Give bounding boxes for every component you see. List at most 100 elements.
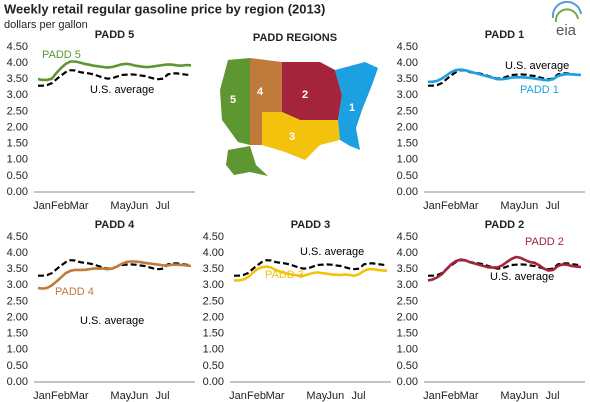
region-4 [250,58,282,145]
y-tick-label: 4.00 [7,57,28,69]
series-label: PADD 1 [520,84,559,96]
x-tick-label: Feb [441,200,460,212]
y-tick-label: 0.50 [7,170,28,182]
y-tick-label: 3.50 [7,73,28,85]
x-tick-label: Jun [520,390,538,402]
series-label: PADD 4 [55,286,94,298]
series-line [37,260,192,290]
y-tick-label: 4.50 [397,231,418,243]
x-tick-label: Jul [156,200,170,212]
y-tick-label: 3.50 [397,73,418,85]
x-tick-label: Jun [130,200,148,212]
y-tick-label: 2.50 [7,105,28,117]
x-tick-label: Feb [441,390,460,402]
x-tick-label: May [110,390,131,402]
chart-title: PADD 2 [485,219,525,231]
y-tick-label: 4.00 [397,247,418,259]
x-tick-label: Jul [352,390,366,402]
map-label: 2 [302,89,308,101]
x-tick-label: Jan [423,200,441,212]
y-tick-label: 3.00 [203,279,224,291]
logo: eia [551,0,582,39]
map-label: 1 [349,102,355,114]
y-tick-label: 3.50 [7,263,28,275]
y-tick-label: 3.50 [397,263,418,275]
figure-title: Weekly retail regular gasoline price by … [4,1,325,16]
y-tick-label: 4.50 [7,231,28,243]
y-tick-label: 0.50 [397,360,418,372]
chart-title: PADD 1 [485,29,525,41]
x-tick-label: Jun [520,200,538,212]
series-line [427,255,582,282]
map-label: 4 [257,86,264,98]
x-tick-label: Mar [70,200,89,212]
map-label: 3 [289,131,295,143]
series-label: U.S. average [300,246,364,258]
x-tick-label: Jan [33,390,51,402]
series-label: U.S. average [90,84,154,96]
series-label: U.S. average [80,315,144,327]
y-tick-label: 4.50 [397,41,418,53]
y-tick-label: 3.00 [397,89,418,101]
series-label: PADD 5 [42,49,81,61]
x-tick-label: Mar [460,200,479,212]
y-tick-label: 1.00 [397,344,418,356]
x-tick-label: May [500,200,521,212]
x-tick-label: Feb [51,200,70,212]
chart-title: PADD 4 [95,219,135,231]
y-tick-label: 0.00 [7,186,28,198]
x-tick-label: Feb [247,390,266,402]
figure-subtitle: dollars per gallon [4,19,88,31]
y-tick-label: 2.50 [397,295,418,307]
series-line [37,60,192,82]
region-3 [262,112,340,160]
y-tick-label: 1.50 [397,328,418,340]
y-tick-label: 2.50 [203,295,224,307]
y-tick-label: 2.50 [397,105,418,117]
x-tick-label: Jul [546,390,560,402]
chart-title: PADD 5 [95,29,135,41]
series-line [234,259,388,277]
y-tick-label: 4.50 [203,231,224,243]
alaska [226,146,268,176]
y-tick-label: 2.50 [7,295,28,307]
y-tick-label: 3.00 [397,279,418,291]
y-tick-label: 1.00 [203,344,224,356]
y-tick-label: 1.00 [397,154,418,166]
x-tick-label: Jan [423,390,441,402]
y-tick-label: 4.00 [397,57,418,69]
x-tick-label: May [110,200,131,212]
region-1 [335,62,378,150]
series-label: PADD 3 [265,269,304,281]
y-tick-label: 0.50 [397,170,418,182]
y-tick-label: 2.00 [7,311,28,323]
region-2 [282,62,342,120]
padd-map: PADD REGIONS 5 4 2 3 1 [220,32,378,176]
y-tick-label: 0.50 [7,360,28,372]
x-tick-label: Feb [51,390,70,402]
x-tick-label: May [500,390,521,402]
y-tick-label: 3.00 [7,89,28,101]
x-tick-label: Mar [70,390,89,402]
map-title: PADD REGIONS [253,32,337,44]
series-line [428,68,582,84]
x-tick-label: Jul [546,200,560,212]
x-tick-label: Mar [460,390,479,402]
y-tick-label: 0.00 [7,376,28,388]
y-tick-label: 1.00 [7,154,28,166]
x-tick-label: Jan [229,390,247,402]
x-tick-label: Jun [130,390,148,402]
x-tick-label: Jan [33,200,51,212]
y-tick-label: 4.00 [7,247,28,259]
region-5 [220,58,250,145]
y-tick-label: 4.50 [7,41,28,53]
y-tick-label: 0.00 [397,376,418,388]
map-label: 5 [230,94,236,106]
y-tick-label: 2.00 [397,121,418,133]
chart-title: PADD 3 [291,219,331,231]
x-tick-label: Mar [266,390,285,402]
series-label: U.S. average [505,60,569,72]
series-label: U.S. average [490,271,554,283]
x-tick-label: Jun [326,390,344,402]
